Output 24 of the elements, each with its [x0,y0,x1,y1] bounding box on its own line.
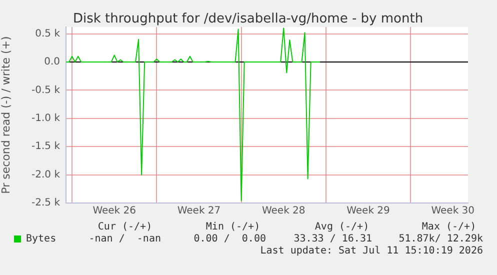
x-tick-label: Week 29 [346,206,390,217]
text: Max (-/+) [422,222,476,233]
chart-title: Disk throughput for /dev/isabella-vg/home - by month [72,11,424,26]
y-axis-title: Pr second read (-) / write (+) [0,36,12,194]
y-tick-label: -0.5 k [32,84,60,96]
text: 33.33 / 16.31 [294,234,372,245]
text: Cur (-/+) [98,222,152,233]
y-tick-label: -2.5 k [32,198,60,209]
x-tick-label: Week 26 [92,206,136,217]
text: -nan / -nan [88,234,161,245]
legend-label: Bytes [26,234,56,245]
x-tick-label: Week 27 [177,206,221,217]
text: 51.87k/ 12.29k [398,234,483,245]
text: Min (-/+) [206,222,260,233]
x-tick-label: Week 28 [262,206,306,217]
text: Last update: Sat Jul 11 15:10:19 2026 [260,246,483,257]
x-tick-label: Week 30 [431,206,475,217]
y-tick-label: 0.0 [44,56,60,68]
y-tick-label: -1.5 k [32,141,60,152]
text: 0.00 / 0.00 [194,234,266,245]
y-tick-label: -2.0 k [32,169,60,180]
y-tick-label: -1.0 k [32,112,60,124]
y-tick-label: 0.5 k [35,28,60,40]
text: Avg (-/+) [314,222,370,233]
